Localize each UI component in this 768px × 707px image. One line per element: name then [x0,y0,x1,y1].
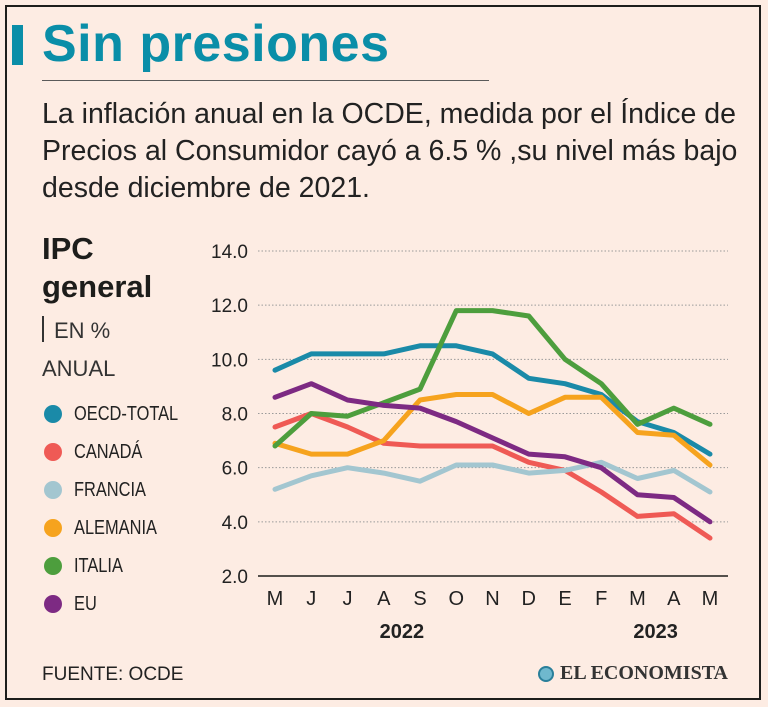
x-tick-label: S [413,588,426,610]
y-tick-label: 10.0 [211,350,248,371]
x-tick-label: J [343,588,353,610]
x-tick-label: O [448,588,464,610]
x-tick-label: F [595,588,607,610]
y-tick-label: 4.0 [222,513,248,534]
x-tick-label: M [267,588,284,610]
series-line-francia [275,462,710,492]
y-tick-label: 8.0 [222,405,248,426]
x-tick-label: E [558,588,571,610]
brand-name: EL ECONOMISTA [560,662,728,685]
x-tick-label: D [522,588,536,610]
y-tick-label: 12.0 [211,296,248,317]
y-tick-label: 14.0 [211,242,248,263]
year-label: 2022 [380,621,425,643]
series-line-alemania [275,395,710,466]
x-tick-label: M [702,588,719,610]
brand-globe-icon [538,666,554,682]
x-tick-label: J [306,588,316,610]
year-label: 2023 [633,621,678,643]
x-tick-label: M [629,588,646,610]
x-tick-label: A [377,588,391,610]
y-tick-label: 2.0 [222,567,248,588]
y-tick-label: 6.0 [222,459,248,480]
x-tick-label: N [485,588,499,610]
source-note: FUENTE: OCDE [42,664,183,686]
brand-logo: EL ECONOMISTA [538,662,728,685]
line-chart: 14.012.010.08.06.04.02.0M J J A S O N D E F M A M202… [0,0,768,707]
x-tick-label: A [667,588,681,610]
